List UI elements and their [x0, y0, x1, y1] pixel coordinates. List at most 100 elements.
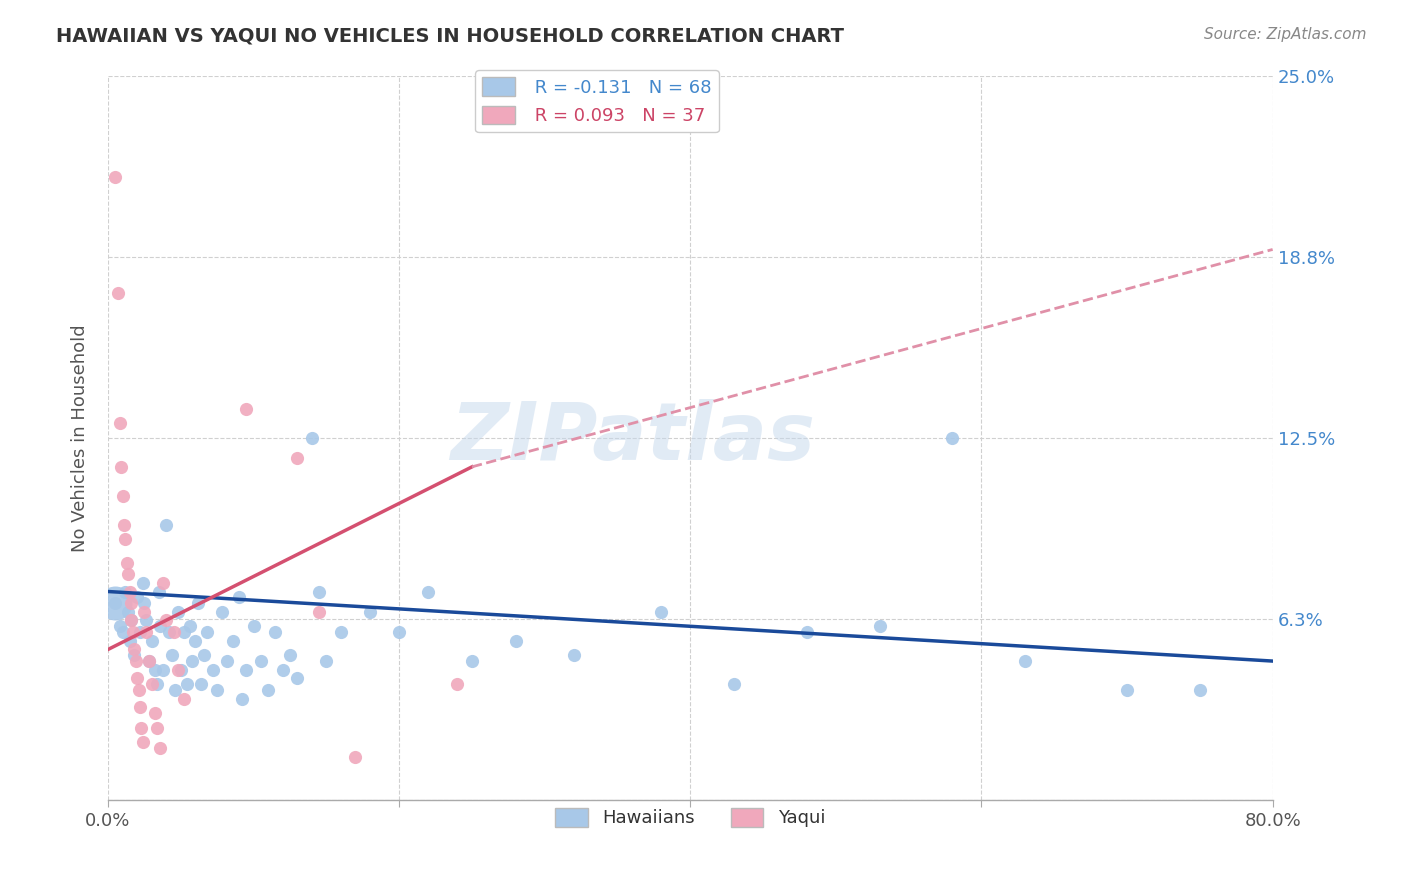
Point [127, 672, 149, 686]
Point [278, 648, 301, 663]
Point [193, 648, 215, 663]
Point [155, 614, 177, 628]
Point [1116, 683, 1139, 698]
Point [134, 596, 156, 610]
Point [205, 683, 228, 698]
Point [118, 584, 141, 599]
Point [650, 605, 672, 619]
Point [388, 625, 411, 640]
Point [120, 596, 142, 610]
Point [146, 721, 169, 735]
Point [461, 654, 484, 668]
Point [796, 625, 818, 640]
Point [1188, 683, 1211, 698]
Point [187, 596, 209, 610]
Point [242, 619, 264, 633]
Point [120, 614, 142, 628]
Point [155, 517, 177, 532]
Point [184, 633, 207, 648]
Point [1014, 654, 1036, 668]
Point [138, 654, 160, 668]
Point [120, 614, 142, 628]
Point [285, 672, 308, 686]
Point [167, 605, 190, 619]
Text: ZIPatlas: ZIPatlas [450, 399, 814, 477]
Y-axis label: No Vehicles in Household: No Vehicles in Household [72, 324, 89, 551]
Point [446, 677, 468, 691]
Point [329, 625, 352, 640]
Point [138, 654, 160, 668]
Point [157, 625, 180, 640]
Point [132, 575, 155, 590]
Point [149, 619, 172, 633]
Point [941, 431, 963, 445]
Point [131, 721, 153, 735]
Point [301, 431, 323, 445]
Point [308, 584, 330, 599]
Point [170, 663, 193, 677]
Point [418, 584, 440, 599]
Point [176, 677, 198, 691]
Point [104, 596, 127, 610]
Point [315, 654, 337, 668]
Point [111, 489, 134, 503]
Point [135, 625, 157, 640]
Point [114, 584, 136, 599]
Point [152, 575, 174, 590]
Point [114, 533, 136, 547]
Point [179, 619, 201, 633]
Point [562, 648, 585, 663]
Point [152, 663, 174, 677]
Point [107, 285, 129, 300]
Point [108, 417, 131, 431]
Point [505, 633, 527, 648]
Point [143, 706, 166, 721]
Point [344, 749, 367, 764]
Point [110, 459, 132, 474]
Point [115, 556, 138, 570]
Point [129, 625, 152, 640]
Point [129, 700, 152, 714]
Point [134, 605, 156, 619]
Point [104, 169, 127, 184]
Point [285, 451, 308, 466]
Point [111, 625, 134, 640]
Point [160, 648, 183, 663]
Point [181, 654, 204, 668]
Point [127, 591, 149, 605]
Point [359, 605, 381, 619]
Point [143, 663, 166, 677]
Point [869, 619, 891, 633]
Point [201, 663, 224, 677]
Point [112, 517, 135, 532]
Point [135, 614, 157, 628]
Point [118, 633, 141, 648]
Point [108, 619, 131, 633]
Point [228, 591, 250, 605]
Point [173, 691, 195, 706]
Point [121, 625, 143, 640]
Point [122, 648, 145, 663]
Point [141, 677, 163, 691]
Point [211, 605, 233, 619]
Point [723, 677, 745, 691]
Point [148, 584, 170, 599]
Point [222, 633, 245, 648]
Point [195, 625, 218, 640]
Point [264, 625, 287, 640]
Point [235, 401, 257, 416]
Point [167, 663, 190, 677]
Point [190, 677, 212, 691]
Point [117, 605, 139, 619]
Text: Source: ZipAtlas.com: Source: ZipAtlas.com [1204, 27, 1367, 42]
Point [122, 642, 145, 657]
Point [124, 654, 146, 668]
Point [235, 663, 257, 677]
Point [146, 677, 169, 691]
Point [217, 654, 239, 668]
Point [128, 683, 150, 698]
Point [173, 625, 195, 640]
Point [141, 633, 163, 648]
Point [271, 663, 294, 677]
Point [117, 567, 139, 582]
